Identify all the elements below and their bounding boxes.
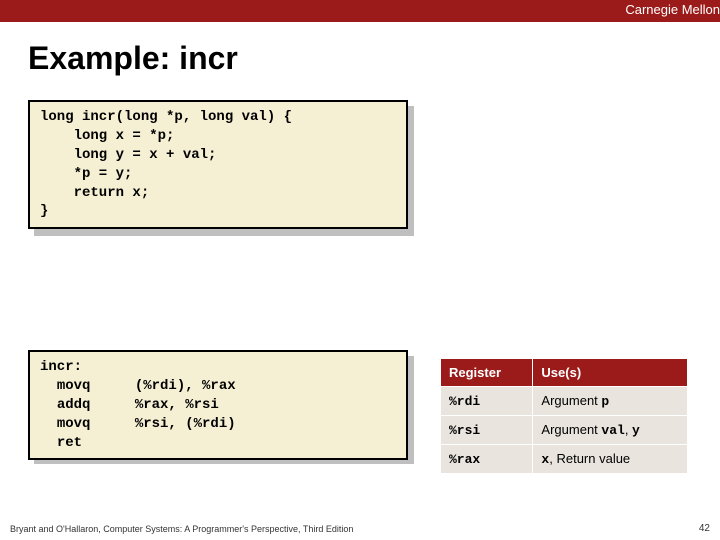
- footer-citation: Bryant and O'Hallaron, Computer Systems:…: [10, 524, 353, 534]
- cell-register: %rsi: [441, 416, 533, 445]
- asm-operands: (%rdi), %rax: [135, 378, 236, 394]
- table-header-row: Register Use(s): [441, 359, 688, 387]
- table-row: %rdi Argument p: [441, 387, 688, 416]
- footer: Bryant and O'Hallaron, Computer Systems:…: [10, 524, 710, 534]
- slide-title: Example: incr: [0, 22, 720, 89]
- asm-mnemonic: ret: [57, 434, 135, 453]
- cell-use: Argument val, y: [533, 416, 688, 445]
- cell-use: x, Return value: [533, 445, 688, 474]
- cell-register: %rdi: [441, 387, 533, 416]
- asm-label: incr:: [40, 359, 82, 375]
- cell-use: Argument p: [533, 387, 688, 416]
- register-table: Register Use(s) %rdi Argument p %rsi Arg…: [440, 358, 688, 474]
- c-code-block: long incr(long *p, long val) { long x = …: [28, 100, 408, 229]
- cell-register: %rax: [441, 445, 533, 474]
- table-row: %rsi Argument val, y: [441, 416, 688, 445]
- table-row: %rax x, Return value: [441, 445, 688, 474]
- table-header-uses: Use(s): [533, 359, 688, 387]
- asm-mnemonic: movq: [57, 415, 135, 434]
- table-header-register: Register: [441, 359, 533, 387]
- asm-mnemonic: addq: [57, 396, 135, 415]
- brand-text: Carnegie Mellon: [625, 2, 720, 17]
- asm-operands: %rax, %rsi: [135, 397, 219, 413]
- asm-mnemonic: movq: [57, 377, 135, 396]
- page-number: 42: [699, 523, 710, 534]
- asm-code-block: incr: movq(%rdi), %rax addq%rax, %rsi mo…: [28, 350, 408, 460]
- header-bar: Carnegie Mellon: [0, 0, 720, 22]
- asm-operands: %rsi, (%rdi): [135, 416, 236, 432]
